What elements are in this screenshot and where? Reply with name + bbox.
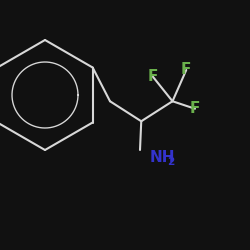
Text: F: F — [181, 62, 192, 78]
Text: F: F — [190, 101, 200, 116]
Text: NH: NH — [150, 150, 176, 165]
Text: 2: 2 — [168, 157, 175, 167]
Text: F: F — [147, 69, 158, 84]
